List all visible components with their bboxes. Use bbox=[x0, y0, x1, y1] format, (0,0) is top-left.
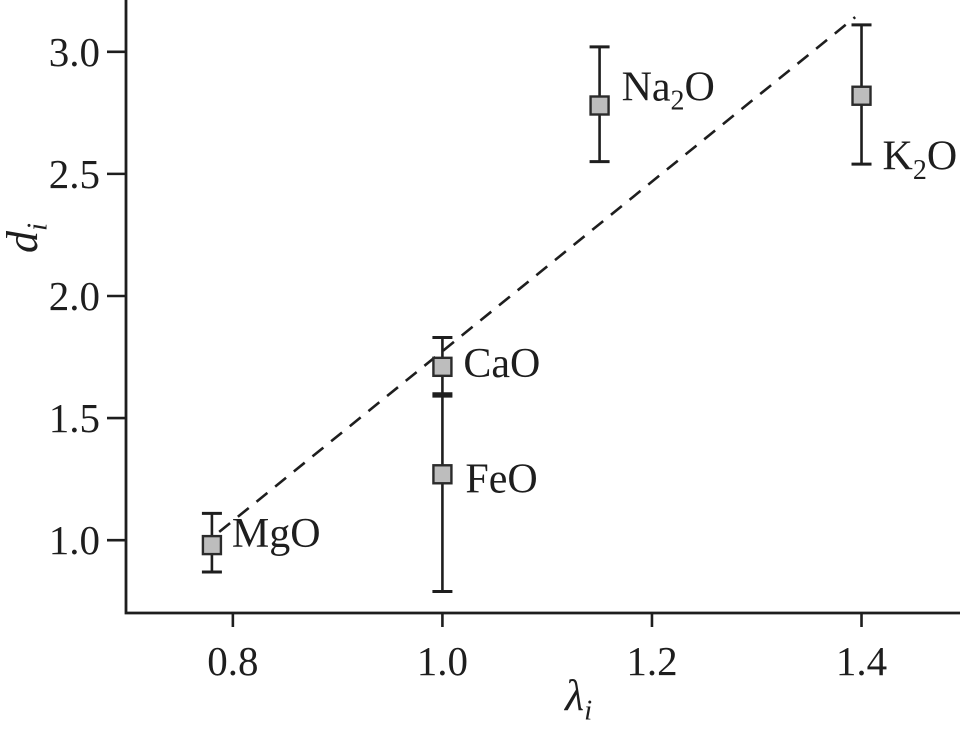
data-point-CaO: CaO bbox=[432, 336, 540, 398]
marker-K2O bbox=[851, 85, 872, 106]
trendline bbox=[218, 16, 857, 533]
text-run: CaO bbox=[463, 341, 540, 387]
y-tick-label-2.0: 2.0 bbox=[49, 273, 100, 319]
x-axis-label: λi bbox=[563, 671, 592, 727]
text-run: K bbox=[883, 134, 913, 180]
text-run: O bbox=[927, 134, 957, 180]
marker-FeO bbox=[432, 464, 453, 485]
subscript-text: 2 bbox=[913, 155, 927, 186]
point-label-FeO: FeO bbox=[465, 456, 537, 502]
text-run: 1.5 bbox=[49, 395, 100, 441]
point-label-K2O: K2O bbox=[883, 134, 958, 186]
point-label-MgO: MgO bbox=[232, 511, 321, 557]
text-run: 1.0 bbox=[417, 638, 468, 684]
marker-Na2O bbox=[589, 95, 610, 116]
y-axis-label: di bbox=[0, 223, 54, 253]
data-point-MgO: MgO bbox=[201, 511, 321, 574]
data-point-FeO: FeO bbox=[432, 392, 538, 594]
text-run: 2.5 bbox=[49, 151, 100, 197]
subscript-text: i bbox=[22, 223, 54, 231]
text-run: 1.2 bbox=[626, 638, 677, 684]
x-tick-label-0.8: 0.8 bbox=[207, 638, 258, 684]
text-run: 0.8 bbox=[207, 638, 258, 684]
point-label-Na2O: Na2O bbox=[622, 65, 715, 117]
marker-CaO bbox=[432, 356, 453, 378]
subscript-text: i bbox=[584, 695, 592, 727]
text-run: 2.0 bbox=[49, 273, 100, 319]
text-run: 1.0 bbox=[49, 517, 100, 563]
text-run: λ bbox=[563, 671, 584, 720]
marker-MgO bbox=[201, 534, 223, 556]
x-tick-label-1.2: 1.2 bbox=[626, 638, 677, 684]
point-label-CaO: CaO bbox=[463, 341, 540, 387]
text-run: d bbox=[0, 230, 47, 253]
text-run: FeO bbox=[465, 456, 537, 502]
text-run: Na bbox=[622, 65, 671, 111]
y-tick-label-1.0: 1.0 bbox=[49, 517, 100, 563]
x-tick-label-1.0: 1.0 bbox=[417, 638, 468, 684]
y-tick-label-3.0: 3.0 bbox=[49, 29, 100, 75]
text-run: O bbox=[685, 65, 715, 111]
data-point-K2O: K2O bbox=[851, 23, 958, 186]
x-tick-label-1.4: 1.4 bbox=[836, 638, 887, 684]
text-run: 1.4 bbox=[836, 638, 887, 684]
subscript-text: 2 bbox=[671, 86, 685, 117]
y-tick-label-2.5: 2.5 bbox=[49, 151, 100, 197]
text-run: 3.0 bbox=[49, 29, 100, 75]
data-point-Na2O: Na2O bbox=[589, 45, 715, 164]
axes-spines bbox=[124, 0, 960, 615]
text-run: MgO bbox=[232, 511, 321, 557]
y-tick-label-1.5: 1.5 bbox=[49, 395, 100, 441]
